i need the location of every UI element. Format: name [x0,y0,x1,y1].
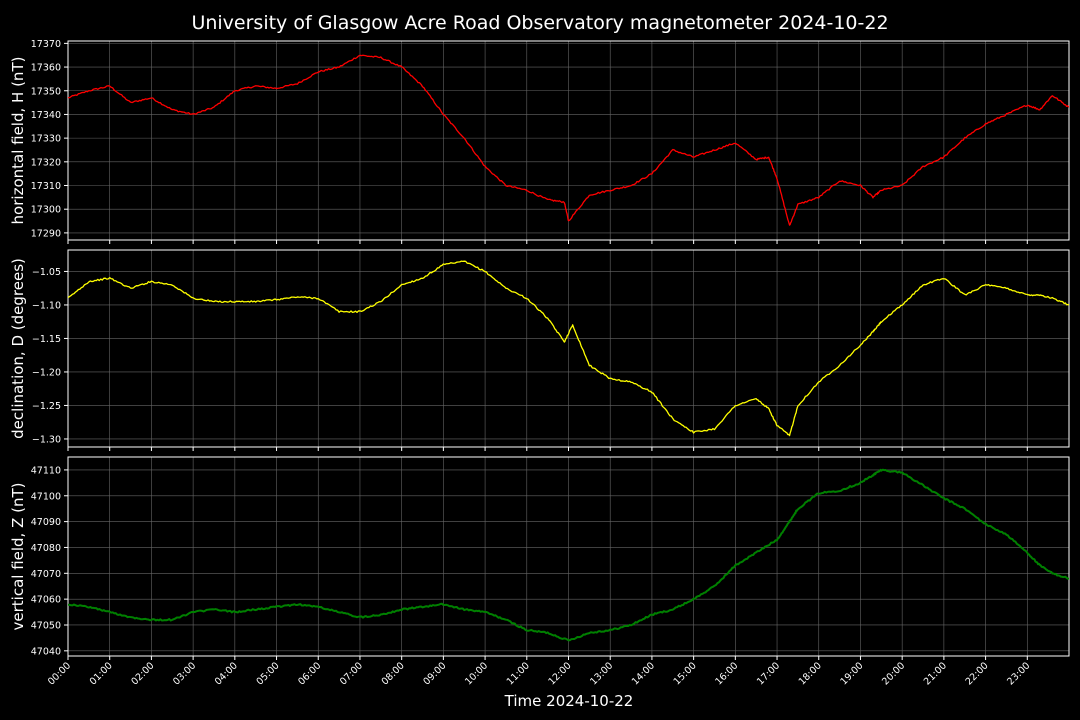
h-field-axes-frame [67,40,1070,241]
z-field-y-tick-label: 47100 [31,491,61,502]
figure-title: University of Glasgow Acre Road Observat… [191,12,888,34]
h-field-y-tick-label: 17310 [31,181,61,192]
declination-axes-frame [67,249,1070,448]
declination-y-tick-label: −1.25 [32,401,61,412]
z-field-y-tick-label: 47110 [31,465,61,476]
h-field-y-tick-label: 17340 [31,110,61,121]
z-field-y-tick-label: 47060 [31,595,61,606]
z-field-y-tick-label: 47050 [31,620,61,631]
h-field-y-tick-label: 17320 [31,157,61,168]
h-field-y-tick-label: 17360 [31,63,61,74]
h-field-y-tick-label: 17350 [31,86,61,97]
declination-y-tick-label: −1.30 [32,434,61,445]
z-field-axes-frame [67,456,1070,657]
declination-series-line [68,260,1069,437]
z-field-series-line [68,468,1069,642]
z-field-y-tick-label: 47090 [31,517,61,528]
declination-y-axis-label: declination, D (degrees) [9,258,27,439]
declination-panel: −1.30 −1.25 −1.20 −1.15 −1.10 −1.05 declinatio… [9,249,1070,451]
declination-y-tick-label: −1.20 [32,367,61,378]
panels: 17290 17300 17310 17320 17330 17340 17350 17360… [9,39,1070,687]
h-field-panel: 17290 17300 17310 17320 17330 17340 17350 17360… [9,39,1070,244]
declination-y-tick-label: −1.05 [32,267,61,278]
h-field-series-line [68,54,1069,226]
h-field-y-tick-label: 17290 [31,228,61,239]
h-field-y-tick-label: 17370 [31,39,61,50]
x-axis-label: Time 2024-10-22 [504,692,634,710]
z-field-y-axis-label: vertical field, Z (nT) [9,482,27,630]
z-field-panel: 47040 47050 47060 47070 47080 47090 47100 47110… [9,456,1070,660]
declination-y-tick-label: −1.15 [32,334,61,345]
z-field-y-tick-label: 47080 [31,543,61,554]
h-field-y-axis-label: horizontal field, H (nT) [9,57,27,225]
declination-y-tick-label: −1.10 [32,300,61,311]
z-field-y-tick-label: 47070 [31,569,61,580]
z-field-y-tick-label: 47040 [31,646,61,657]
h-field-y-tick-label: 17300 [31,205,61,216]
h-field-y-tick-label: 17330 [31,134,61,145]
